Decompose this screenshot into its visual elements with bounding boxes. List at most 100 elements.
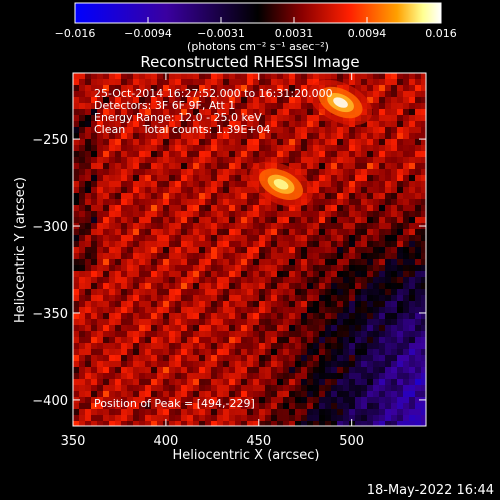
heatmap-cell bbox=[325, 355, 331, 361]
heatmap-cell bbox=[127, 211, 133, 217]
heatmap-cell bbox=[181, 361, 187, 367]
heatmap-cell bbox=[163, 115, 169, 121]
heatmap-cell bbox=[193, 319, 199, 325]
heatmap-cell bbox=[313, 235, 319, 241]
heatmap-cell bbox=[133, 103, 139, 109]
heatmap-cell bbox=[217, 361, 223, 367]
heatmap-cell bbox=[349, 361, 355, 367]
heatmap-cell bbox=[169, 157, 175, 163]
heatmap-cell bbox=[193, 127, 199, 133]
heatmap-cell bbox=[181, 331, 187, 337]
heatmap-cell bbox=[289, 373, 295, 379]
heatmap-cell bbox=[241, 109, 247, 115]
heatmap-cell bbox=[343, 169, 349, 175]
heatmap-cell bbox=[307, 217, 313, 223]
heatmap-cell bbox=[199, 295, 205, 301]
heatmap-cell bbox=[409, 253, 415, 259]
heatmap-cell bbox=[301, 259, 307, 265]
heatmap-cell bbox=[277, 295, 283, 301]
heatmap-cell bbox=[73, 385, 79, 391]
heatmap-cell bbox=[235, 391, 241, 397]
heatmap-cell bbox=[379, 157, 385, 163]
heatmap-cell bbox=[397, 151, 403, 157]
heatmap-cell bbox=[139, 271, 145, 277]
heatmap-cell bbox=[349, 313, 355, 319]
heatmap-cell bbox=[259, 115, 265, 121]
heatmap-cell bbox=[103, 181, 109, 187]
heatmap-cell bbox=[133, 205, 139, 211]
heatmap-cell bbox=[241, 265, 247, 271]
heatmap-cell bbox=[283, 265, 289, 271]
heatmap-cell bbox=[241, 229, 247, 235]
heatmap-cell bbox=[331, 145, 337, 151]
heatmap-cell bbox=[415, 163, 421, 169]
heatmap-cell bbox=[73, 157, 79, 163]
heatmap-cell bbox=[349, 199, 355, 205]
heatmap-cell bbox=[109, 265, 115, 271]
heatmap-cell bbox=[151, 211, 157, 217]
heatmap-cell bbox=[85, 313, 91, 319]
heatmap-cell bbox=[343, 379, 349, 385]
heatmap-cell bbox=[127, 271, 133, 277]
heatmap-cell bbox=[187, 169, 193, 175]
heatmap-cell bbox=[97, 139, 103, 145]
heatmap-cell bbox=[163, 373, 169, 379]
heatmap-cell bbox=[265, 115, 271, 121]
heatmap-cell bbox=[229, 73, 235, 79]
heatmap-cell bbox=[157, 331, 163, 337]
heatmap-cell bbox=[115, 253, 121, 259]
heatmap-cell bbox=[259, 97, 265, 103]
heatmap-cell bbox=[139, 253, 145, 259]
heatmap-cell bbox=[127, 319, 133, 325]
heatmap-cell bbox=[349, 337, 355, 343]
heatmap-cell bbox=[289, 343, 295, 349]
heatmap-cell bbox=[217, 403, 223, 409]
heatmap-cell bbox=[103, 139, 109, 145]
heatmap-cell bbox=[121, 91, 127, 97]
heatmap-cell bbox=[265, 223, 271, 229]
heatmap-cell bbox=[259, 421, 265, 426]
heatmap-cell bbox=[307, 103, 313, 109]
heatmap-cell bbox=[313, 247, 319, 253]
heatmap-cell bbox=[319, 133, 325, 139]
heatmap-cell bbox=[205, 397, 211, 403]
heatmap-cell bbox=[193, 373, 199, 379]
heatmap-cell bbox=[181, 187, 187, 193]
heatmap-cell bbox=[205, 331, 211, 337]
heatmap-cell bbox=[337, 331, 343, 337]
heatmap-cell bbox=[355, 289, 361, 295]
heatmap-cell bbox=[181, 277, 187, 283]
heatmap-cell bbox=[121, 301, 127, 307]
heatmap-cell bbox=[385, 229, 391, 235]
heatmap-cell bbox=[367, 205, 373, 211]
heatmap-cell bbox=[97, 283, 103, 289]
heatmap-cell bbox=[397, 307, 403, 313]
heatmap-cell bbox=[259, 391, 265, 397]
heatmap-cell bbox=[163, 319, 169, 325]
heatmap-cell bbox=[199, 343, 205, 349]
heatmap-cell bbox=[397, 235, 403, 241]
heatmap-cell bbox=[211, 391, 217, 397]
heatmap-cell bbox=[211, 199, 217, 205]
heatmap-cell bbox=[211, 337, 217, 343]
heatmap-cell bbox=[145, 379, 151, 385]
heatmap-cell bbox=[379, 103, 385, 109]
heatmap-cell bbox=[391, 199, 397, 205]
heatmap-cell bbox=[85, 151, 91, 157]
heatmap-cell bbox=[175, 163, 181, 169]
heatmap-cell bbox=[319, 289, 325, 295]
heatmap-cell bbox=[325, 301, 331, 307]
heatmap-cell bbox=[169, 385, 175, 391]
heatmap-cell bbox=[121, 277, 127, 283]
heatmap-cell bbox=[241, 355, 247, 361]
heatmap-cell bbox=[133, 307, 139, 313]
heatmap-cell bbox=[253, 145, 259, 151]
heatmap-cell bbox=[73, 115, 79, 121]
heatmap-cell bbox=[259, 295, 265, 301]
heatmap-cell bbox=[277, 343, 283, 349]
heatmap-cell bbox=[217, 259, 223, 265]
heatmap-cell bbox=[307, 259, 313, 265]
heatmap-cell bbox=[181, 73, 187, 79]
heatmap-cell bbox=[283, 307, 289, 313]
heatmap-cell bbox=[265, 265, 271, 271]
